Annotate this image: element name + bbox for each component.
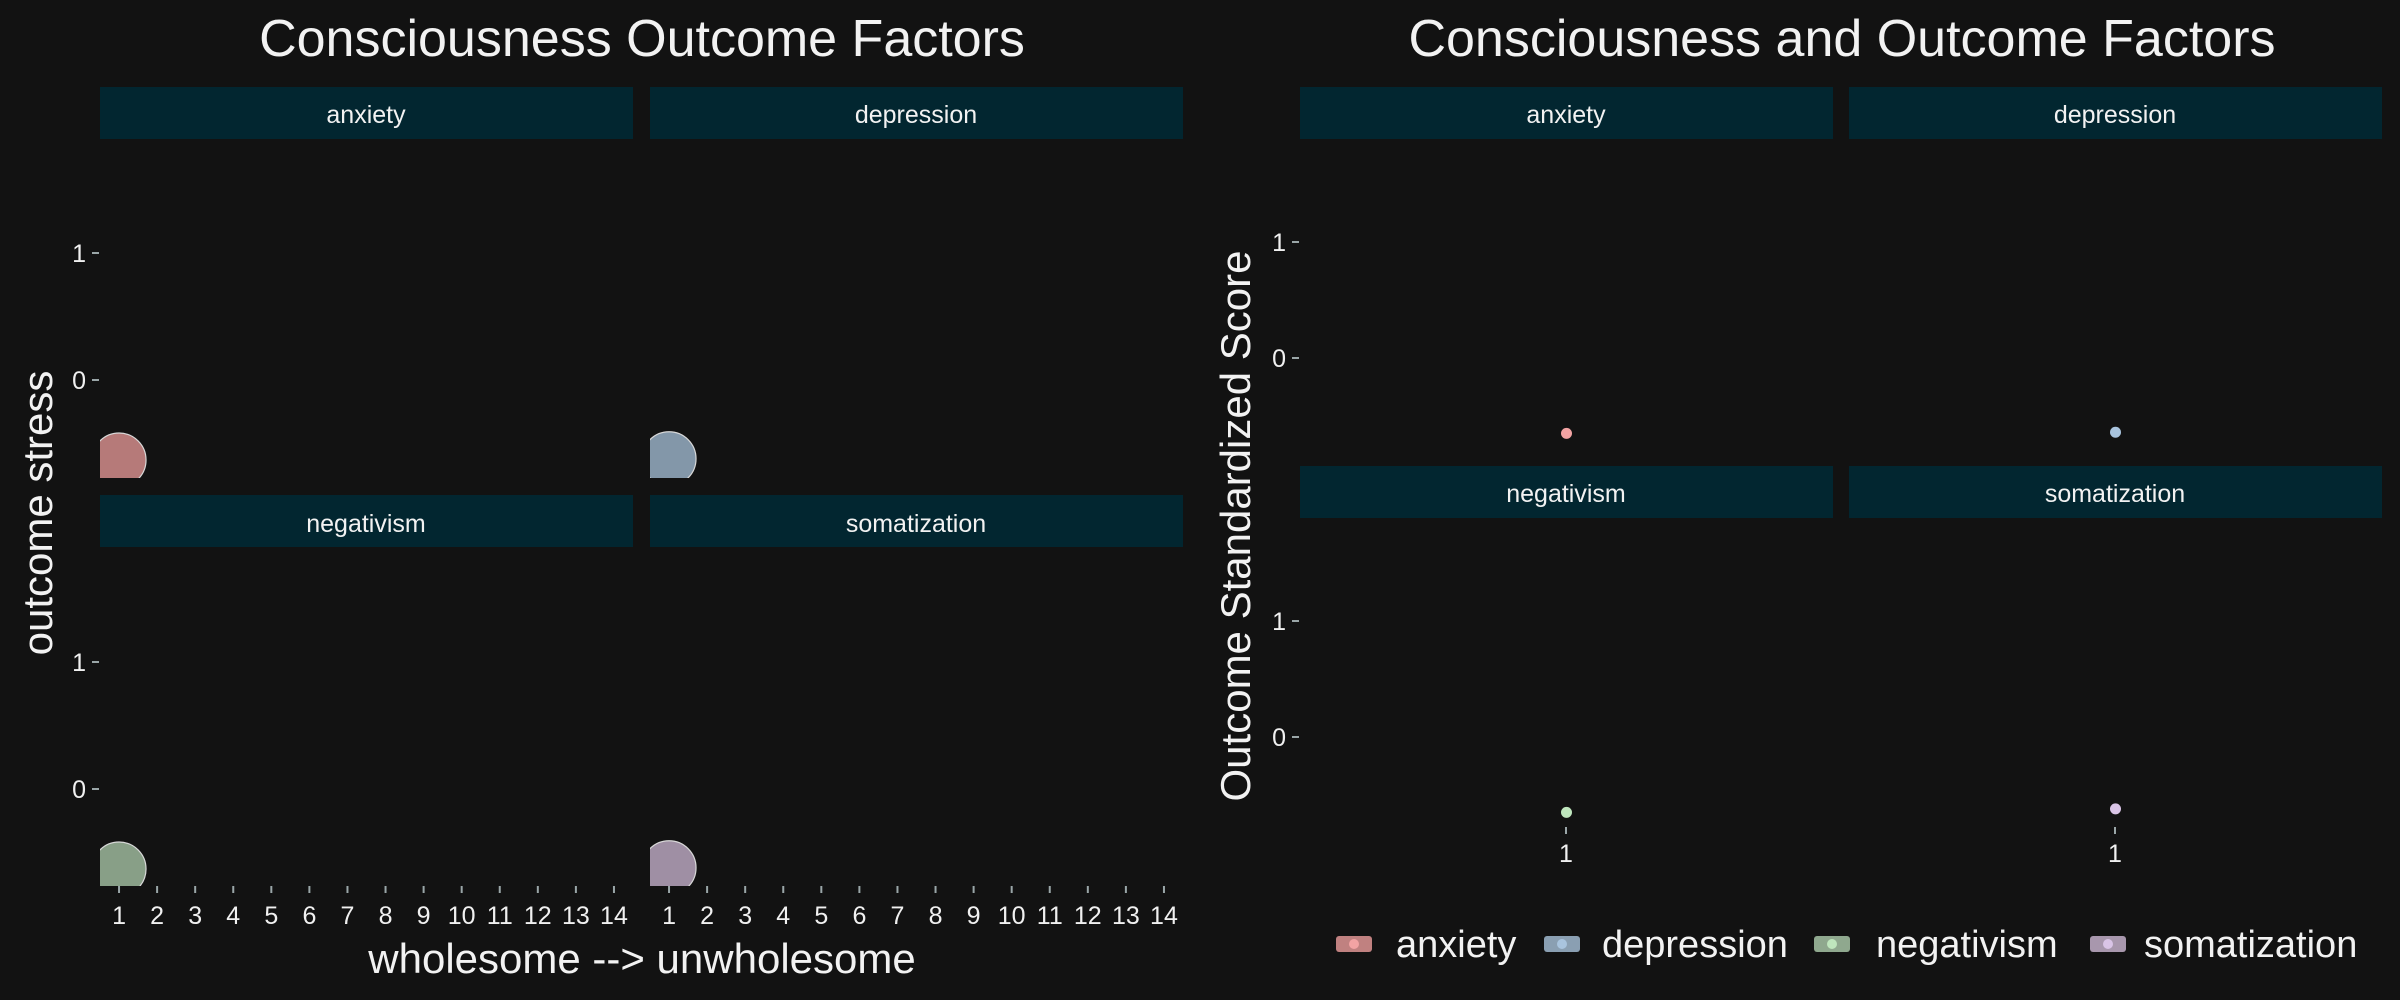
right-y-axis-top: 1 0	[1272, 229, 1299, 373]
left-y-tick-label-bottom-1: 1	[72, 649, 86, 677]
right-strip-label-somatization: somatization	[2045, 480, 2185, 508]
right-y-tick-label-top-0: 0	[1272, 345, 1286, 373]
left-point-depression-0	[650, 431, 697, 478]
right-strip-label-negativism: negativism	[1506, 480, 1626, 508]
right-plot: Consciousness and Outcome Factors Outcom…	[1212, 10, 2382, 966]
left-point-group-depression	[650, 431, 697, 478]
left-point-anxiety-0	[100, 432, 147, 478]
left-x-tick-label-negativism-2: 2	[150, 902, 164, 930]
left-strip-label-anxiety: anxiety	[326, 101, 406, 129]
left-y-axis-bottom: 1 0	[72, 649, 99, 804]
right-point-anxiety-0	[1561, 427, 1572, 439]
right-x-axis-somatization-panel: 1	[2108, 827, 2122, 868]
left-x-tick-label-negativism-13: 13	[562, 902, 590, 930]
left-x-tick-label-somatization-14: 14	[1150, 902, 1178, 930]
left-x-tick-label-somatization-9: 9	[967, 902, 981, 930]
left-point-group-anxiety	[100, 432, 147, 478]
left-strip-label-negativism: negativism	[306, 510, 426, 538]
left-plot: Consciousness Outcome Factors wholesome …	[14, 10, 1183, 982]
right-y-tick-label-bottom-0: 0	[1272, 724, 1286, 752]
right-strip-anxiety	[1300, 87, 1833, 139]
left-x-tick-label-somatization-13: 13	[1112, 902, 1140, 930]
left-strip-anxiety	[100, 87, 633, 139]
left-x-tick-label-negativism-4: 4	[226, 902, 240, 930]
left-x-tick-label-somatization-12: 12	[1074, 902, 1102, 930]
left-x-tick-label-somatization-7: 7	[891, 902, 905, 930]
right-y-tick-label-bottom-1: 1	[1272, 608, 1286, 636]
legend: anxiety depression negativism somatizati…	[1336, 924, 2357, 966]
legend-label-negativism: negativism	[1876, 924, 2058, 966]
left-x-tick-label-negativism-6: 6	[302, 902, 316, 930]
left-y-tick-label-top-0: 0	[72, 367, 86, 395]
left-strip-depression	[650, 87, 1183, 139]
left-strip-label-depression: depression	[855, 101, 977, 129]
left-y-axis-title: outcome stress	[14, 371, 61, 656]
left-x-tick-label-negativism-9: 9	[417, 902, 431, 930]
right-points	[1561, 426, 2121, 818]
left-x-tick-label-somatization-4: 4	[776, 902, 790, 930]
left-x-tick-label-negativism-12: 12	[524, 902, 552, 930]
right-strip-negativism	[1300, 466, 1833, 518]
left-x-tick-label-somatization-2: 2	[700, 902, 714, 930]
legend-label-depression: depression	[1602, 924, 1788, 966]
left-strip-label-somatization: somatization	[846, 510, 986, 538]
right-x-tick-label-somatization: 1	[2108, 840, 2122, 868]
right-plot-title: Consciousness and Outcome Factors	[1408, 10, 2275, 68]
left-y-tick-label-top-1: 1	[72, 240, 86, 268]
right-strip-label-anxiety: anxiety	[1526, 101, 1606, 129]
right-x-tick-label-negativism: 1	[1559, 840, 1573, 868]
left-x-tick-label-negativism-5: 5	[264, 902, 278, 930]
right-strip-depression	[1849, 87, 2382, 139]
left-point-somatization-0	[650, 840, 697, 886]
left-points	[100, 431, 697, 886]
left-y-tick-label-bottom-0: 0	[72, 776, 86, 804]
left-x-tick-label-negativism-7: 7	[341, 902, 355, 930]
legend-dot-anxiety	[1349, 939, 1359, 949]
left-plot-title: Consciousness Outcome Factors	[259, 10, 1025, 68]
left-x-tick-label-negativism-1: 1	[112, 902, 126, 930]
right-y-tick-label-top-1: 1	[1272, 229, 1286, 257]
left-x-axis-negativism-panel: 1 2 3 4 5 6 7 8 9 10 11 12 13 14	[112, 886, 628, 930]
legend-label-somatization: somatization	[2144, 924, 2357, 966]
right-y-axis-bottom: 1 0	[1272, 608, 1299, 752]
left-strip-somatization	[650, 495, 1183, 547]
left-x-tick-label-negativism-3: 3	[188, 902, 202, 930]
legend-dot-depression	[1557, 939, 1567, 949]
left-point-group-negativism	[100, 841, 147, 886]
left-y-axis-top: 1 0	[72, 240, 99, 395]
left-x-axis-somatization-panel: 1 2 3 4 5 6 7 8 9 10 11 12 13 14	[662, 886, 1178, 930]
left-x-axis-title: wholesome --> unwholesome	[367, 935, 915, 982]
left-x-tick-label-negativism-11: 11	[487, 902, 513, 930]
left-x-tick-label-somatization-3: 3	[738, 902, 752, 930]
legend-label-anxiety: anxiety	[1396, 924, 1516, 966]
left-x-tick-label-somatization-1: 1	[662, 902, 676, 930]
right-y-axis-title: Outcome Standardized Score	[1212, 251, 1259, 802]
left-strip-negativism	[100, 495, 633, 547]
left-x-tick-label-negativism-8: 8	[379, 902, 393, 930]
right-point-depression-0	[2110, 426, 2121, 438]
right-x-axis-negativism-panel: 1	[1559, 827, 1573, 868]
legend-dot-somatization	[2103, 939, 2113, 949]
left-x-tick-label-somatization-6: 6	[852, 902, 866, 930]
left-x-tick-label-somatization-11: 11	[1037, 902, 1063, 930]
right-strip-label-depression: depression	[2054, 101, 2176, 129]
left-point-group-somatization	[650, 840, 697, 886]
left-x-tick-label-somatization-8: 8	[929, 902, 943, 930]
left-x-tick-label-negativism-10: 10	[448, 902, 476, 930]
left-x-tick-label-somatization-10: 10	[998, 902, 1026, 930]
left-point-negativism-0	[100, 841, 147, 886]
right-point-somatization-0	[2110, 803, 2121, 815]
left-x-tick-label-negativism-14: 14	[600, 902, 628, 930]
left-x-tick-label-somatization-5: 5	[814, 902, 828, 930]
legend-dot-negativism	[1827, 939, 1837, 949]
right-strip-somatization	[1849, 466, 2382, 518]
right-point-negativism-0	[1561, 806, 1572, 818]
